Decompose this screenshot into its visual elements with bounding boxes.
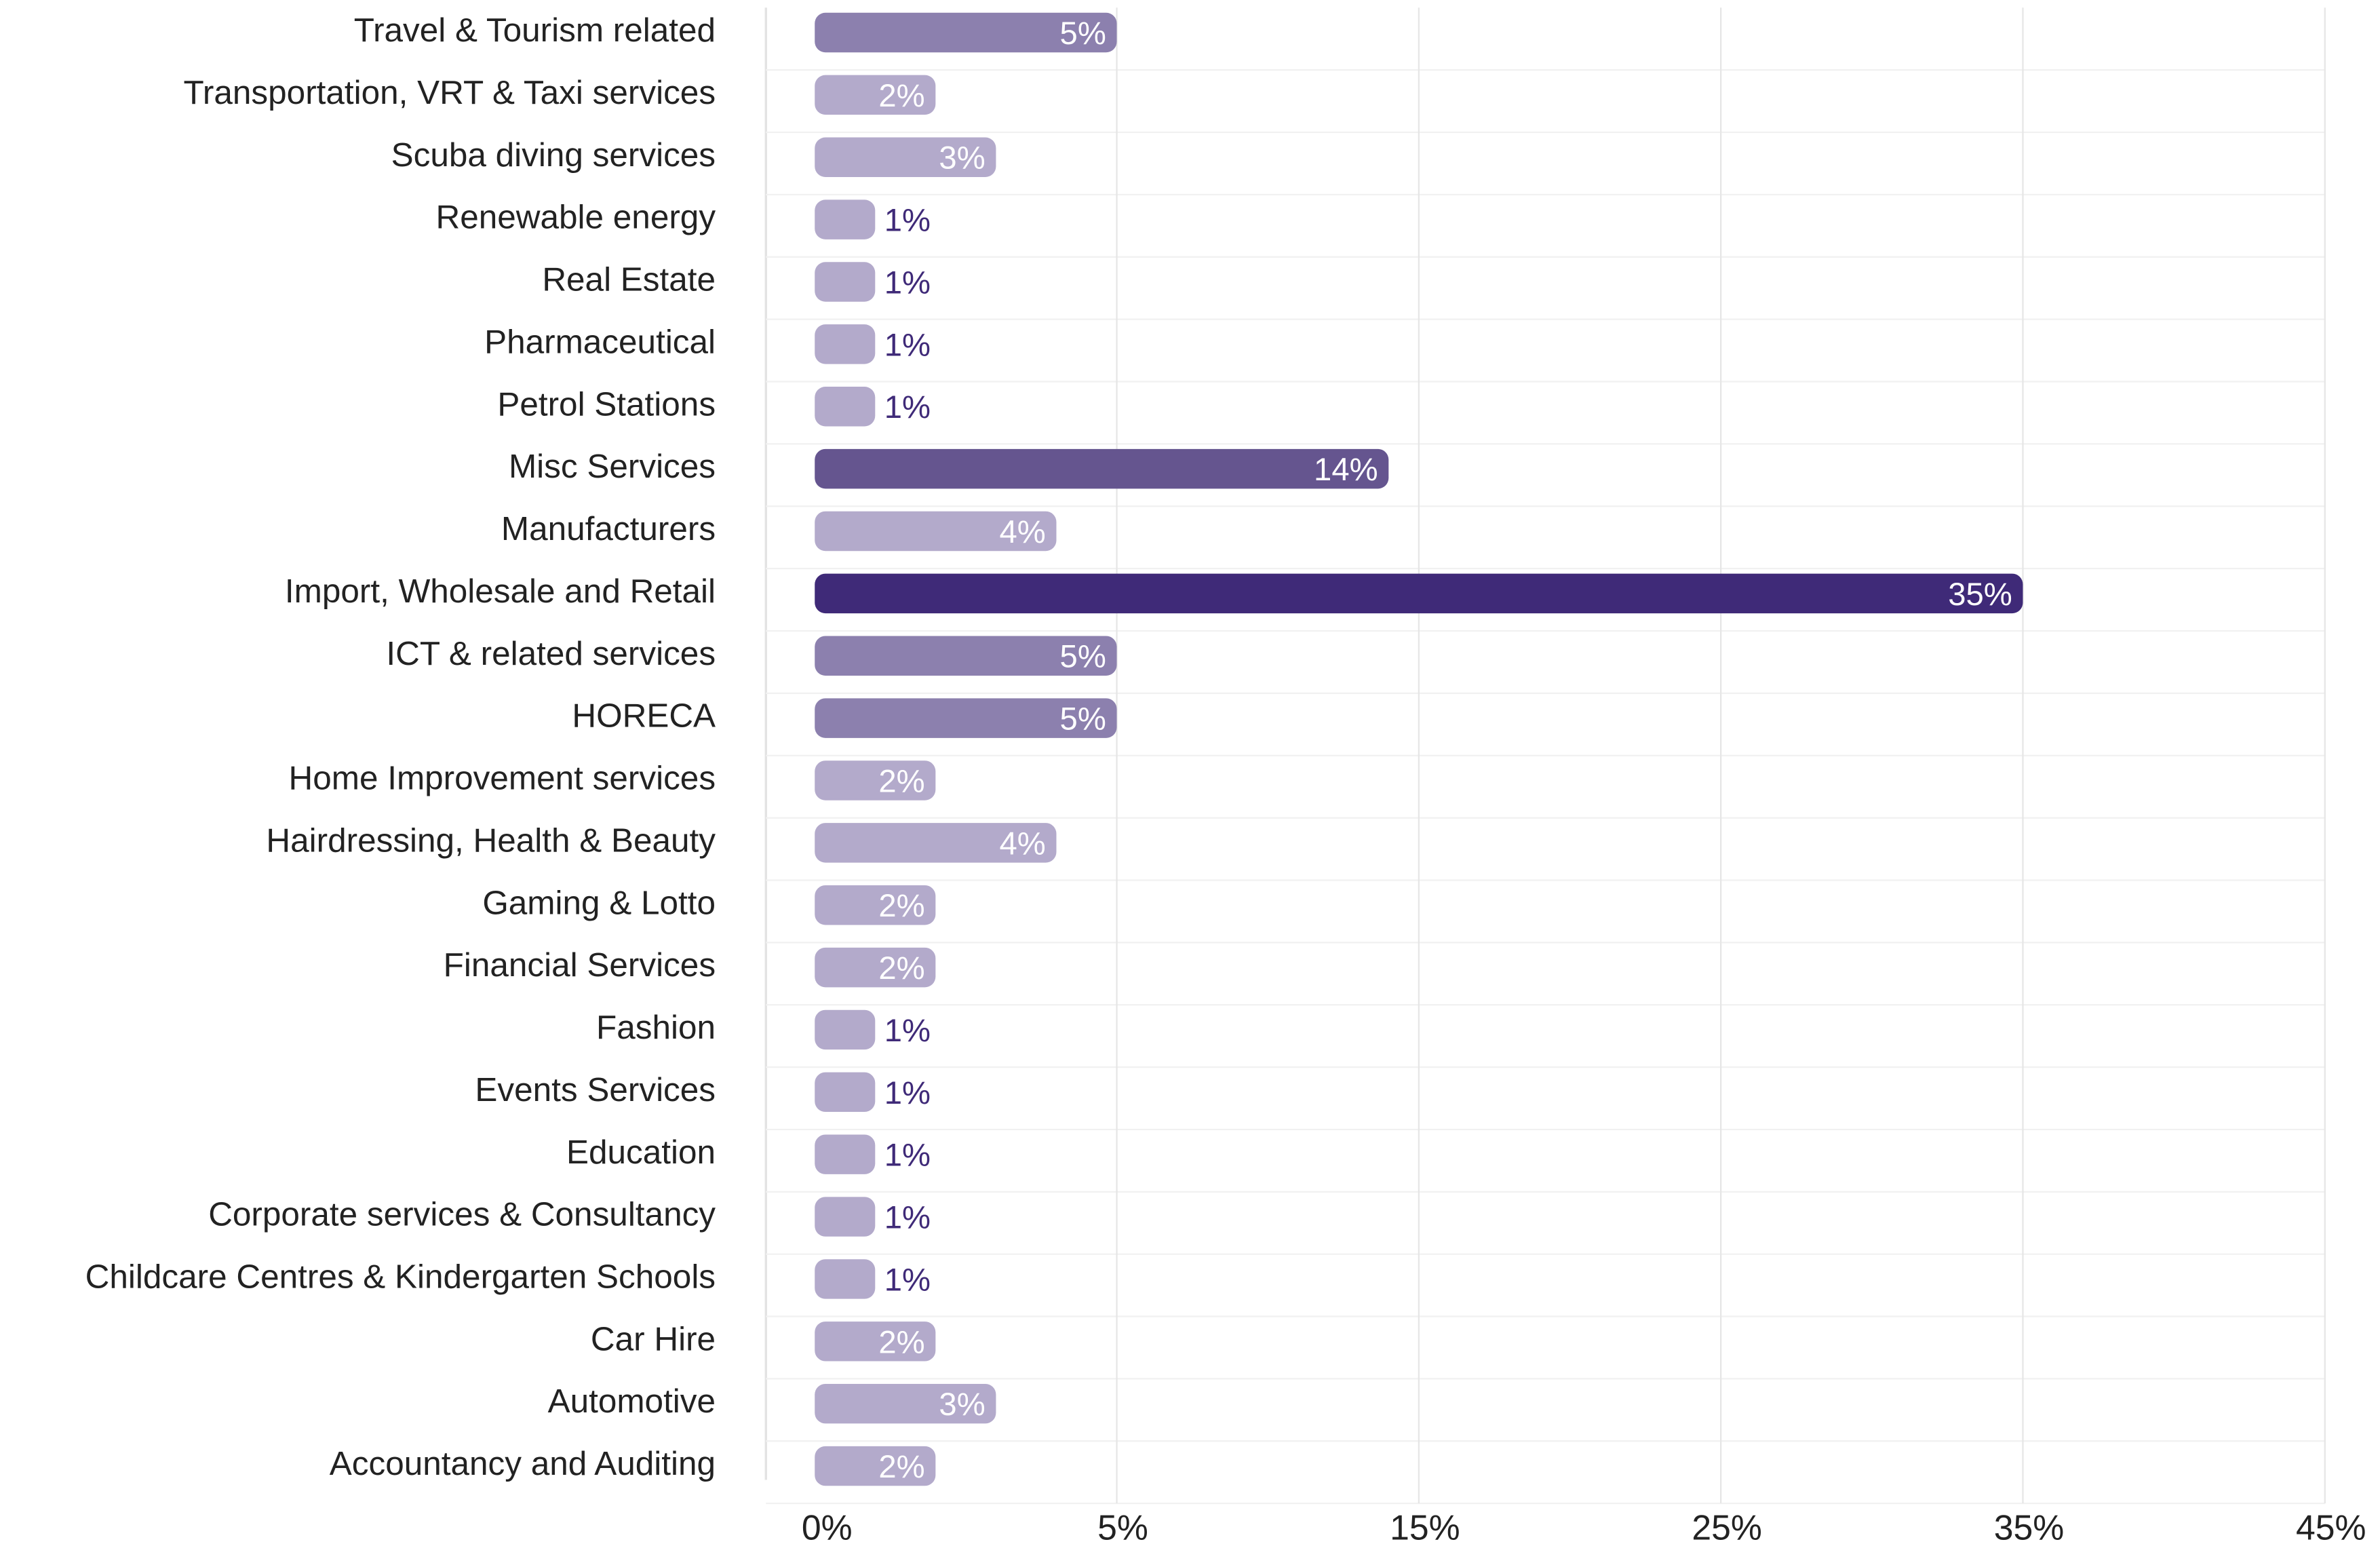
x-tick-label: 0% [802, 1507, 853, 1544]
data-label: 2% [878, 1324, 924, 1360]
data-label: 1% [884, 1138, 931, 1174]
bar [815, 1383, 996, 1424]
data-label: 14% [1314, 452, 1378, 488]
data-label: 2% [878, 1449, 924, 1485]
bar [815, 511, 1057, 552]
y-tick-label: Gaming & Lotto [482, 884, 716, 921]
data-label: 1% [884, 265, 931, 301]
y-tick-label: Renewable energy [436, 199, 716, 236]
bar [815, 947, 936, 988]
data-label: 4% [999, 826, 1045, 862]
x-tick-label: 5% [1097, 1507, 1148, 1544]
data-label: 2% [878, 888, 924, 924]
data-label: 1% [884, 1075, 931, 1111]
y-tick-label: Transportation, VRT & Taxi services [184, 74, 716, 111]
bar [815, 1259, 876, 1299]
bar [815, 1134, 876, 1174]
y-tick-label: Scuba diving services [391, 136, 716, 174]
y-tick-label: ICT & related services [386, 635, 716, 672]
bar [815, 75, 936, 115]
bar [815, 698, 1117, 738]
y-tick-label: Travel & Tourism related [354, 12, 716, 49]
y-tick-label: HORECA [572, 697, 716, 735]
data-label: 2% [878, 78, 924, 114]
y-tick-label: Pharmaceutical [484, 323, 716, 360]
y-tick-label: Hairdressing, Health & Beauty [266, 822, 716, 859]
y-tick-label: Accountancy and Auditing [330, 1445, 716, 1482]
y-tick-label: Manufacturers [501, 510, 716, 547]
y-tick-label: Home Improvement services [289, 760, 716, 797]
bar [815, 573, 2023, 614]
bar [815, 1321, 936, 1362]
x-tick-label: 15% [1390, 1507, 1460, 1544]
bar [815, 1197, 876, 1237]
y-tick-label: Import, Wholesale and Retail [285, 573, 716, 610]
bar [815, 324, 876, 364]
y-tick-label: Real Estate [542, 261, 716, 298]
bar [815, 823, 1057, 863]
data-label: 1% [884, 1262, 931, 1298]
y-tick-label: Corporate services & Consultancy [208, 1196, 716, 1233]
y-tick-label: Education [566, 1134, 716, 1171]
data-label: 2% [878, 950, 924, 986]
bar [815, 760, 936, 800]
x-tick-label: 35% [1994, 1507, 2065, 1544]
data-label: 4% [999, 514, 1045, 550]
data-label: 5% [1060, 16, 1106, 52]
data-label: 1% [884, 389, 931, 425]
data-label: 1% [884, 327, 931, 363]
bar [815, 386, 876, 427]
bar [815, 137, 996, 177]
y-tick-label: Automotive [548, 1383, 716, 1420]
data-label: 2% [878, 763, 924, 799]
y-tick-label: Petrol Stations [497, 385, 716, 423]
y-tick-label: Financial Services [444, 946, 716, 984]
y-tick-label: Misc Services [509, 448, 716, 485]
y-tick-label: Childcare Centres & Kindergarten Schools [85, 1258, 716, 1295]
bar [815, 1446, 936, 1486]
bar [815, 448, 1389, 489]
bar [815, 885, 936, 925]
data-label: 3% [939, 140, 985, 176]
bar [815, 199, 876, 239]
data-label: 35% [1948, 577, 2012, 613]
data-label: 1% [884, 1200, 931, 1236]
bar [815, 262, 876, 302]
x-tick-label: 45% [2296, 1507, 2366, 1544]
y-tick-label: Car Hire [591, 1320, 716, 1357]
data-label: 5% [1060, 701, 1106, 737]
y-tick-label: Events Services [475, 1071, 716, 1108]
data-label: 1% [884, 203, 931, 239]
y-tick-label: Fashion [596, 1009, 716, 1046]
bar [815, 1009, 876, 1050]
data-label: 3% [939, 1387, 985, 1423]
bar [815, 636, 1117, 676]
bar [815, 12, 1117, 53]
data-label: 5% [1060, 639, 1106, 675]
x-tick-label: 25% [1692, 1507, 1762, 1544]
bar [815, 1072, 876, 1113]
data-label: 1% [884, 1013, 931, 1049]
